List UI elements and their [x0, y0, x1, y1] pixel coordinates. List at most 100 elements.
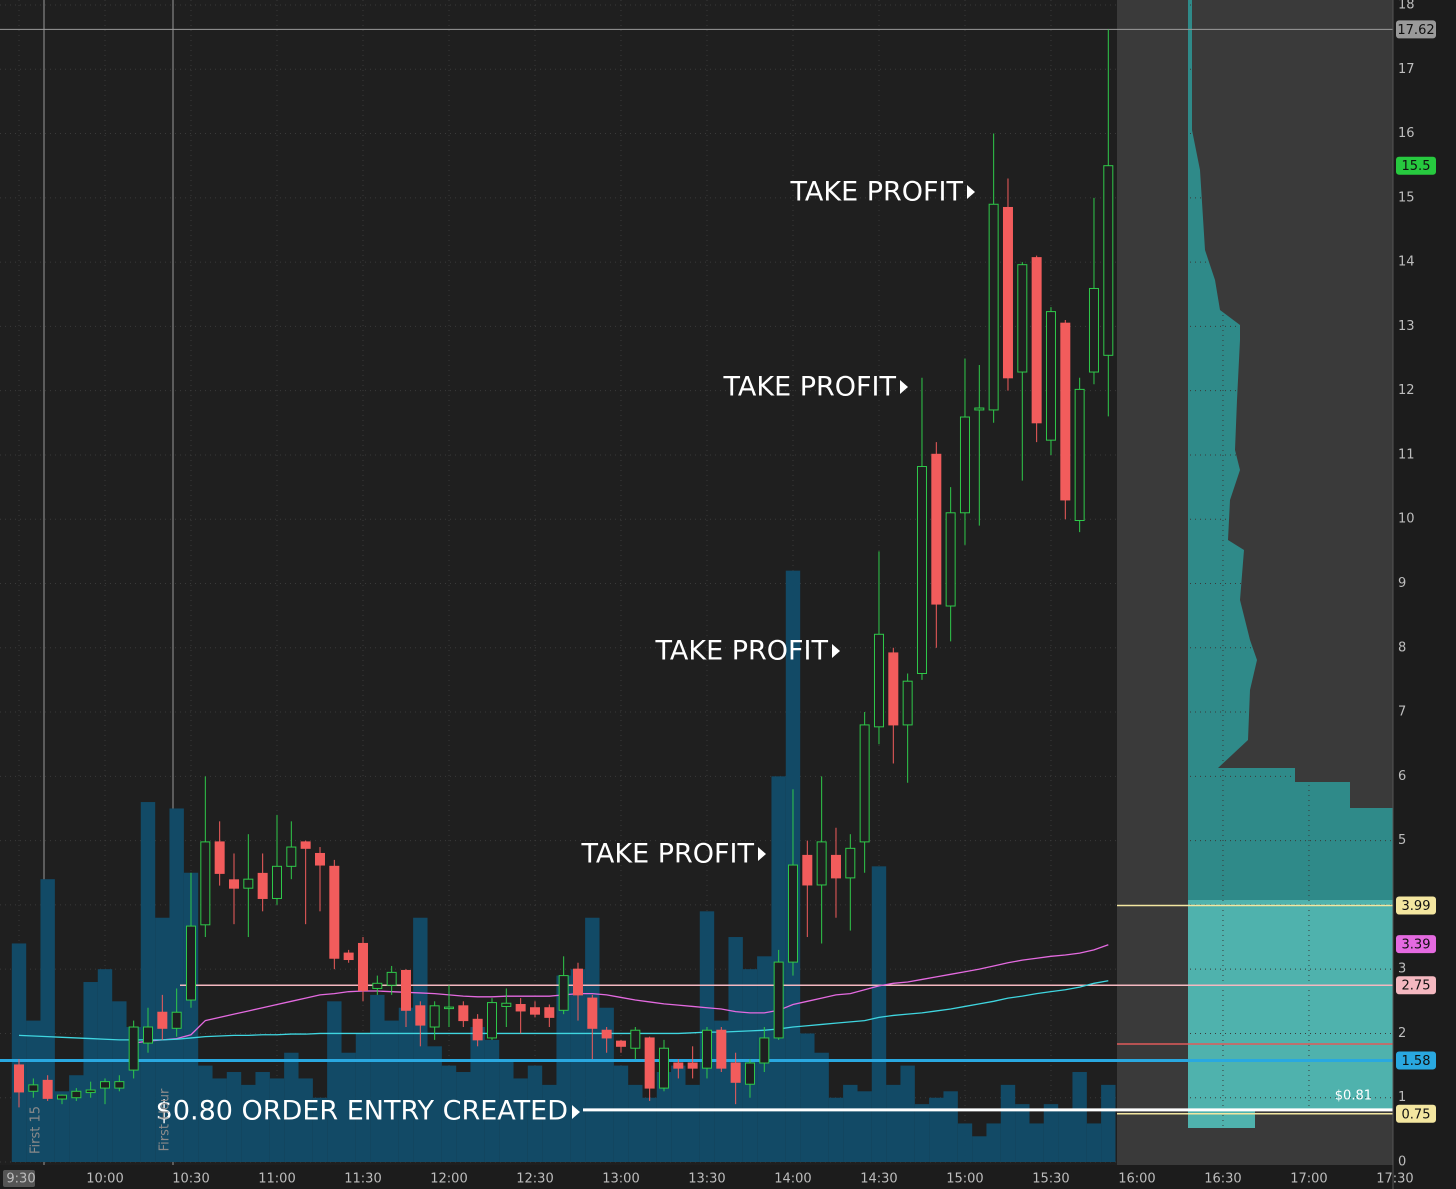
volume-bar — [169, 808, 184, 1162]
volume-bar — [355, 1033, 371, 1162]
candle-body — [601, 1029, 612, 1039]
volume-bar — [843, 1084, 858, 1162]
volume-bar — [83, 982, 98, 1162]
volume-bar — [97, 969, 113, 1162]
candle-body — [458, 1005, 469, 1022]
candle-body — [945, 512, 956, 607]
y-tick-label: 16 — [1398, 126, 1415, 141]
candle-body — [14, 1064, 24, 1093]
volume-bar — [1015, 1104, 1030, 1162]
volume-bar — [628, 1084, 643, 1162]
candle-body — [845, 847, 856, 879]
volume-bar — [269, 1078, 285, 1162]
annotation-arrow — [572, 1105, 580, 1119]
y-tick-label: 10 — [1398, 512, 1415, 527]
volume-bar — [685, 1084, 700, 1162]
candle-body — [1103, 165, 1114, 356]
volume-bar — [986, 1123, 1001, 1162]
volume-bar — [456, 1072, 471, 1162]
candle-body — [386, 971, 397, 986]
annotation-arrow — [900, 380, 908, 394]
candle-body — [558, 975, 569, 1011]
volume-bar — [613, 1065, 629, 1162]
volume-bar — [370, 994, 385, 1162]
candle-body — [1088, 287, 1099, 373]
x-tick-label: 11:00 — [258, 1172, 295, 1187]
volume-bar — [341, 1052, 356, 1162]
x-tick-label: 17:30 — [1376, 1172, 1413, 1187]
volume-bar — [914, 1104, 930, 1162]
candle-body — [42, 1079, 53, 1099]
candle-body — [759, 1037, 770, 1064]
price-flag — [1396, 935, 1436, 954]
price-flag-label: 2.75 — [1402, 979, 1431, 994]
volume-bar — [871, 866, 887, 1162]
volume-bar — [298, 1078, 313, 1162]
x-tick-label: 12:30 — [516, 1172, 553, 1187]
y-tick-label: 3 — [1398, 962, 1406, 977]
candle-body — [873, 633, 884, 728]
session-marker-label: First Hour — [158, 1088, 173, 1151]
y-tick-label: 13 — [1398, 319, 1415, 334]
candle-body — [730, 1062, 741, 1083]
candle-body — [343, 952, 354, 961]
candle-body — [185, 925, 196, 1001]
volume-bar — [886, 1084, 901, 1162]
session-marker-label: First 15 — [29, 1106, 44, 1154]
candle-body — [931, 453, 942, 605]
order-line-label: $0.81 — [1335, 1088, 1372, 1103]
candle-body — [787, 864, 798, 963]
x-tick-label: 11:30 — [344, 1172, 381, 1187]
volume-bar — [513, 1078, 528, 1162]
volume-bar — [241, 1084, 256, 1162]
volume-bar — [212, 1078, 227, 1162]
x-tick-label: 10:30 — [172, 1172, 209, 1187]
candle-body — [300, 841, 311, 849]
candle-body — [372, 982, 383, 989]
candle-body — [128, 1026, 139, 1071]
candle-body — [773, 961, 784, 1039]
x-tick-label: 10:00 — [86, 1172, 123, 1187]
candle-body — [859, 724, 870, 843]
price-flag — [1396, 1051, 1436, 1070]
annotation-arrow — [758, 847, 766, 861]
volume-bar — [599, 1007, 614, 1162]
price-flag — [1396, 976, 1436, 995]
volume-bar — [642, 1097, 657, 1162]
candle-body — [171, 1011, 182, 1029]
volume-bar — [728, 937, 743, 1162]
x-tick-label: 16:30 — [1204, 1172, 1241, 1187]
candle-body — [644, 1037, 655, 1089]
candle-body — [114, 1081, 125, 1089]
volume-bar — [1043, 1104, 1059, 1162]
volume-bar — [384, 1020, 399, 1162]
candle-body — [744, 1062, 755, 1085]
moving-averages — [18, 944, 1109, 1044]
volume-bar — [814, 1052, 829, 1162]
volume-bar — [1000, 1084, 1016, 1162]
y-tick-label: 1 — [1398, 1090, 1406, 1105]
volume-bar — [1086, 1123, 1102, 1162]
volume-bar — [800, 1033, 815, 1162]
y-tick-label: 9 — [1398, 576, 1406, 591]
price-flag — [1396, 20, 1436, 39]
price-flag-label: 17.62 — [1397, 23, 1434, 38]
volume-bar — [284, 1052, 299, 1162]
volume-bar — [857, 1091, 872, 1162]
y-tick-label: 6 — [1398, 769, 1406, 784]
candle-body — [1074, 388, 1085, 522]
y-tick-label: 8 — [1398, 640, 1406, 655]
price-flag-label: 1.58 — [1402, 1054, 1431, 1069]
candle-body — [816, 841, 827, 886]
axes: 01234567891011121314151617189:3010:0010:… — [3, 0, 1436, 1187]
candle-body — [544, 1007, 555, 1018]
candle-body — [357, 942, 368, 991]
candle-body — [286, 846, 297, 867]
volume-bar — [470, 1027, 485, 1162]
candle-body — [1045, 311, 1056, 441]
price-flag-label: 15.5 — [1402, 159, 1431, 174]
candle-body — [99, 1081, 110, 1089]
price-flag-label: 3.39 — [1402, 938, 1431, 953]
candle-body — [314, 852, 325, 866]
volume-bar — [671, 1065, 686, 1162]
